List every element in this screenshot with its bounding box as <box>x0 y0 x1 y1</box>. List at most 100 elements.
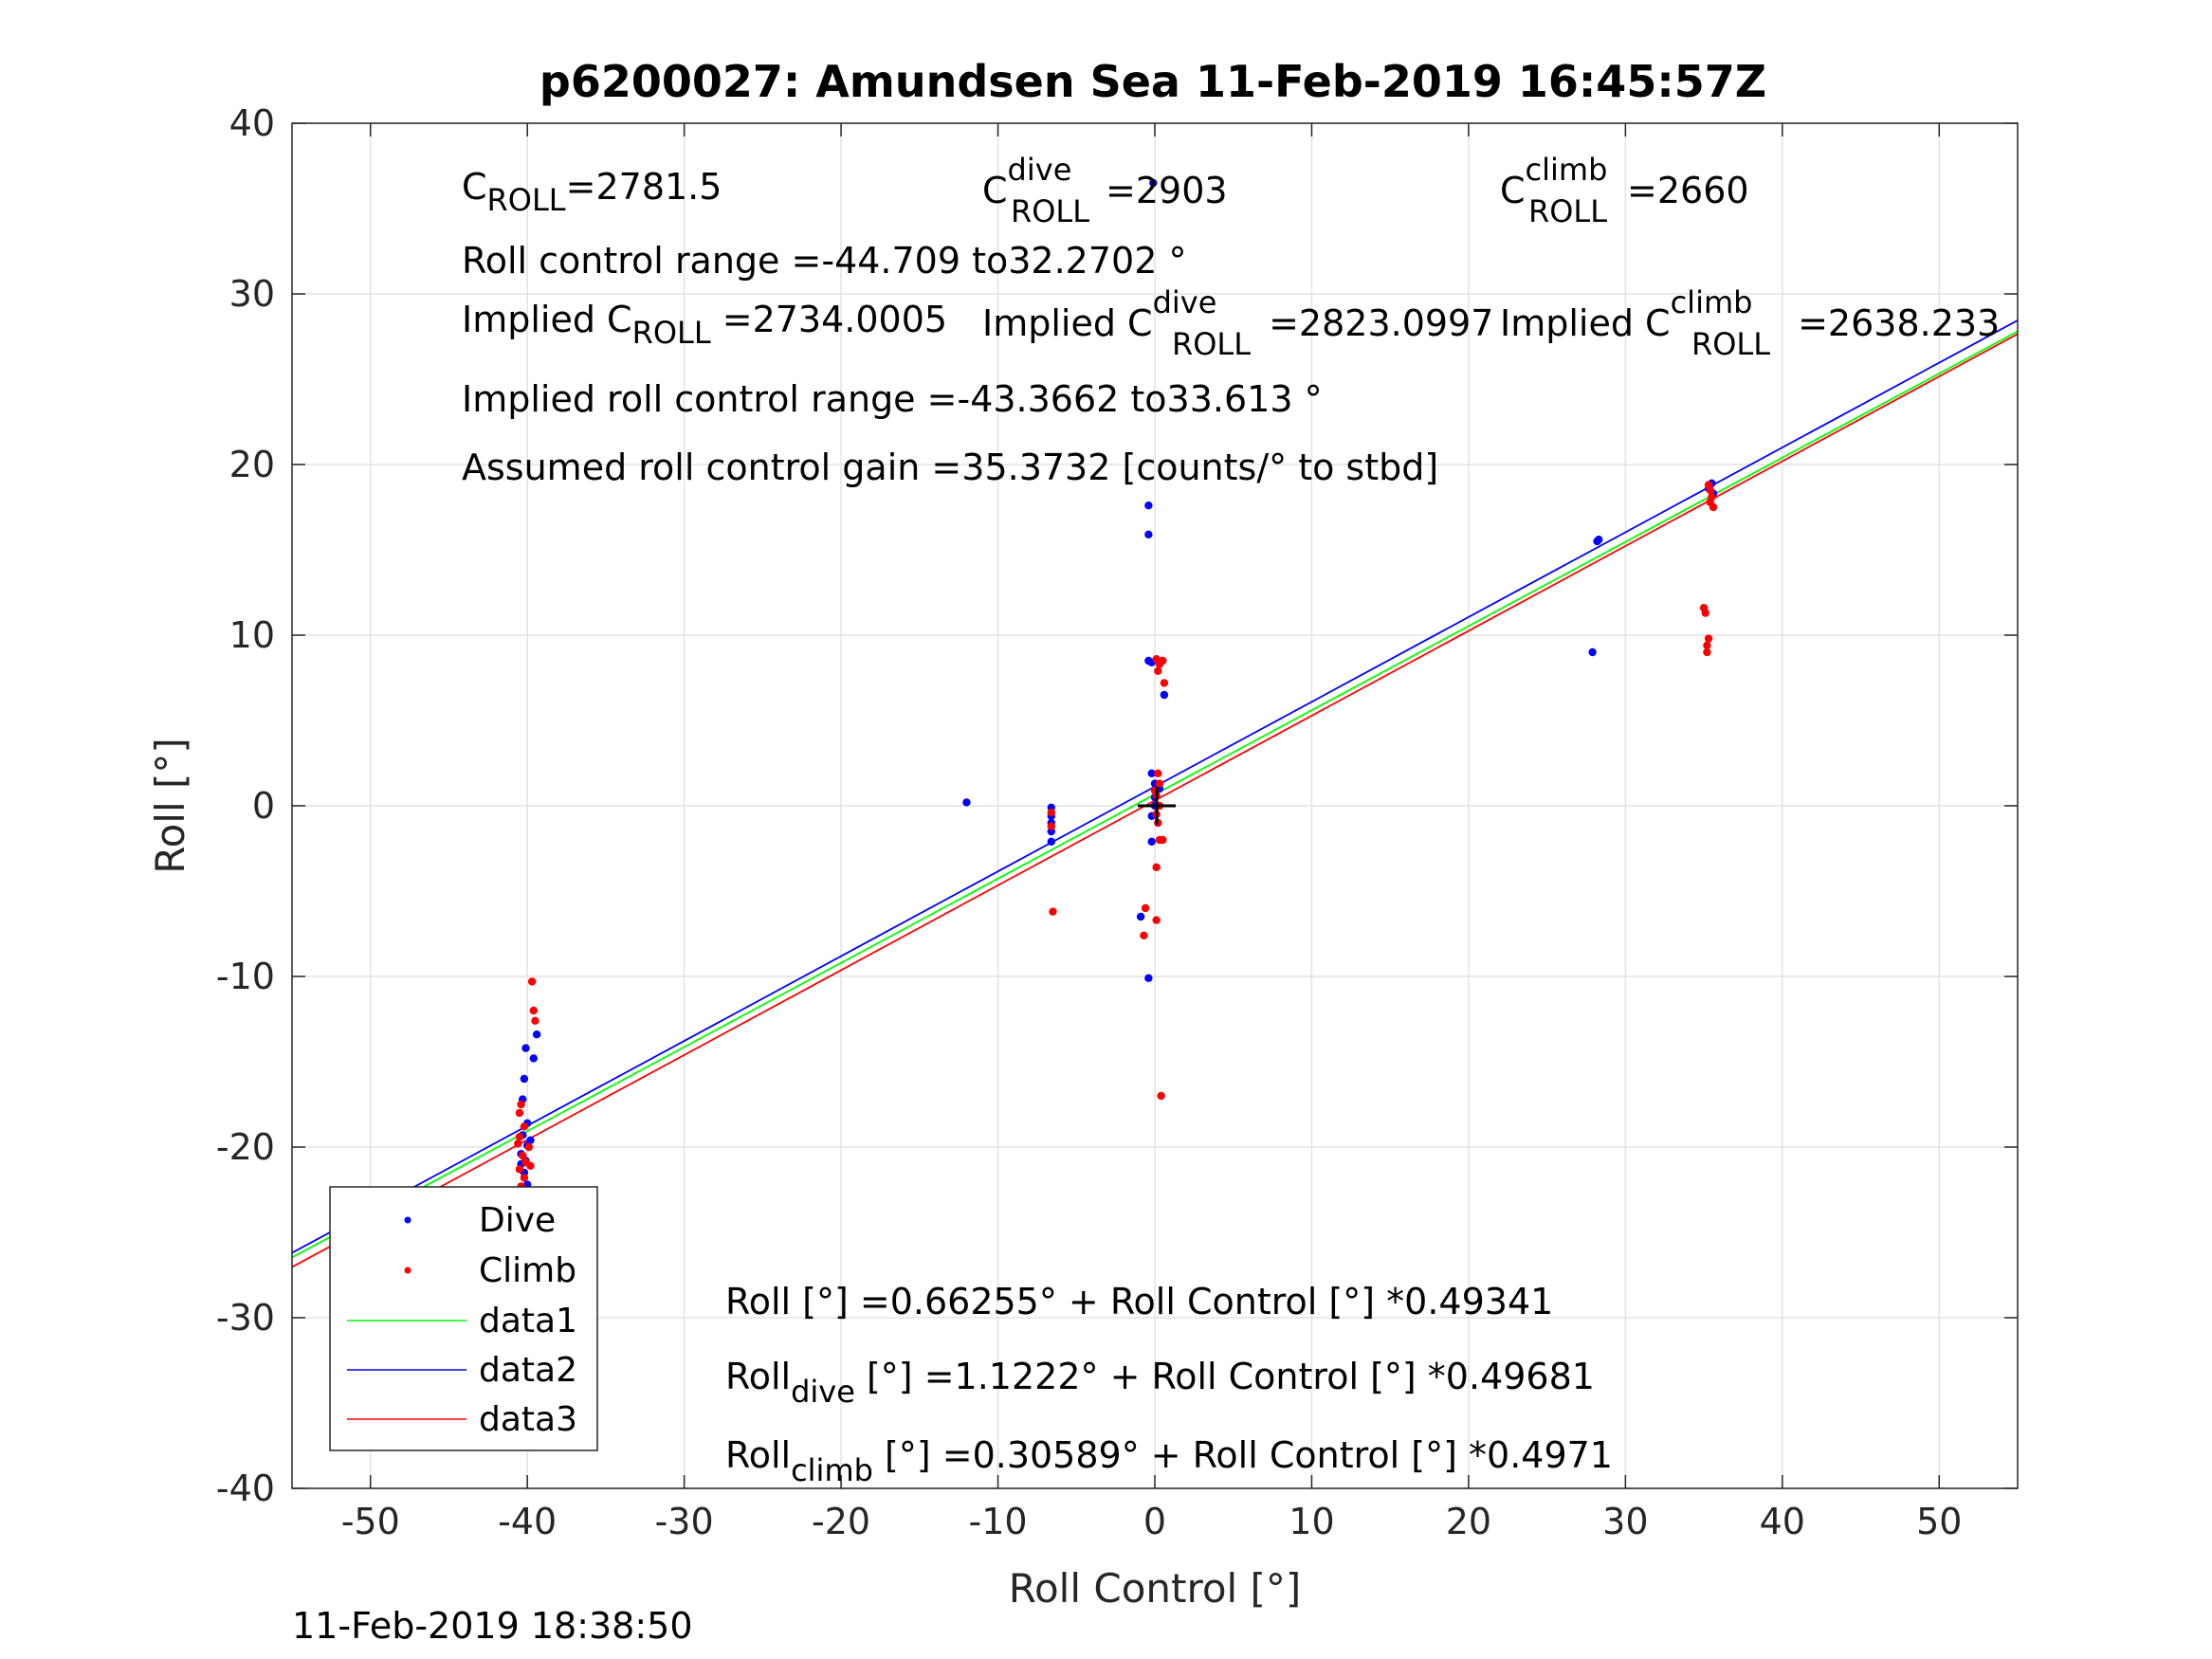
legend-dive-marker <box>404 1216 411 1224</box>
dive-point <box>526 1136 535 1145</box>
climb-point <box>1152 863 1161 871</box>
c-roll-sub: ROLL <box>487 182 566 218</box>
legend-climb-label: Climb <box>479 1251 576 1290</box>
implied-c-roll-dive-sub: ROLL <box>1172 326 1251 362</box>
climb-point <box>514 1139 522 1148</box>
implied-c-roll-climb-value: =2638.233 <box>1786 302 2000 344</box>
climb-point <box>524 1142 534 1152</box>
implied-c-roll-dive-sup: dive <box>1153 284 1217 320</box>
roll-control-range: Roll control range =-44.709 to32.2702 ° <box>462 240 1186 282</box>
climb-point <box>1140 931 1148 939</box>
legend-box <box>329 1186 598 1451</box>
climb-point <box>1159 835 1167 845</box>
c-roll-climb-label: C <box>1500 170 1526 211</box>
origin-cross <box>1138 787 1176 825</box>
fit-climb-rest: [°] =0.30589° + Roll Control [°] *0.4971 <box>873 1434 1613 1476</box>
climb-point <box>1047 822 1056 830</box>
fit-dive-rest: [°] =1.1222° + Roll Control [°] *0.49681 <box>855 1356 1595 1397</box>
climb-point <box>1049 907 1057 916</box>
dive-point <box>1588 647 1597 657</box>
y-tick-label: 30 <box>229 273 275 315</box>
c-roll-dive-annotation: Cdive ROLL =2903 <box>982 152 1228 229</box>
x-tick-label: -20 <box>812 1501 870 1542</box>
climb-point <box>527 977 537 986</box>
annotations: CROLL=2781.5 Cdive ROLL =2903 Cclimb ROLL =2… <box>462 152 2000 1488</box>
legend-data1-label: data1 <box>479 1302 577 1340</box>
c-roll-dive-sup: dive <box>1008 152 1072 188</box>
climb-point <box>1159 656 1167 665</box>
c-roll-climb-value: =2660 <box>1627 170 1749 211</box>
climb-point <box>1701 609 1709 617</box>
fit-dive-equation: Rolldive [°] =1.1222° + Roll Control [°]… <box>725 1356 1595 1410</box>
climb-point <box>1154 769 1162 777</box>
fit-climb-label: Roll <box>725 1434 791 1476</box>
y-tick-label: 40 <box>229 102 275 144</box>
climb-point <box>520 1122 529 1131</box>
implied-c-roll-climb-annotation: Implied Cclimb ROLL =2638.233 <box>1500 284 2000 362</box>
climb-point <box>1709 502 1718 512</box>
c-roll-dive-label: C <box>982 170 1008 211</box>
legend-data3-label: data3 <box>479 1400 577 1439</box>
climb-point <box>1703 647 1711 657</box>
dive-point <box>520 1074 529 1084</box>
y-tick-label: 20 <box>229 444 275 485</box>
legend-climb-marker <box>404 1267 411 1274</box>
climb-point <box>529 1006 538 1015</box>
dive-point <box>1593 537 1601 546</box>
fit-all-rest: [°] =0.66255° + Roll Control [°] *0.4934… <box>791 1281 1553 1322</box>
climb-point <box>1141 903 1150 913</box>
climb-point <box>519 1151 527 1160</box>
implied-c-roll-climb-sub: ROLL <box>1691 326 1770 362</box>
generated-timestamp: 11-Feb-2019 18:38:50 <box>292 1605 693 1647</box>
fit-dive-label: Roll <box>725 1356 791 1397</box>
dive-point <box>1136 912 1145 921</box>
dive-point <box>1047 837 1056 846</box>
x-tick-label: -10 <box>969 1501 1028 1542</box>
x-tick-label: 0 <box>1143 1501 1166 1542</box>
climb-point <box>1160 679 1169 687</box>
x-tick-label: 10 <box>1289 1501 1334 1542</box>
climb-point <box>520 1174 529 1182</box>
x-axis-label: Roll Control [°] <box>1009 1565 1302 1612</box>
c-roll-dive-sub: ROLL <box>1011 193 1089 229</box>
axes-box <box>291 122 2019 1489</box>
tick-labels: -50 -40 -30 -20 -10 0 10 20 30 40 50 -40 -30 -20 -10 0 1… <box>216 102 1963 1542</box>
climb-point <box>515 1108 524 1118</box>
climb-point <box>531 1016 539 1026</box>
x-tick-label: 30 <box>1602 1501 1648 1542</box>
implied-c-roll-climb-label: Implied C <box>1500 302 1671 344</box>
climb-point <box>1157 1091 1165 1101</box>
implied-c-roll-sub: ROLL <box>632 315 711 351</box>
c-roll-value: =2781.5 <box>566 166 722 208</box>
x-tick-label: -40 <box>498 1501 557 1542</box>
implied-c-roll-dive-label: Implied C <box>982 302 1153 344</box>
x-tick-label: 20 <box>1446 1501 1491 1542</box>
axes-frame <box>291 122 2019 1489</box>
dive-point <box>1144 530 1153 538</box>
dive-point <box>532 1030 541 1039</box>
fit-all-equation: Roll [°] =0.66255° + Roll Control [°] *0… <box>725 1281 1553 1322</box>
climb-point <box>1704 481 1713 489</box>
dive-point <box>1147 769 1156 777</box>
c-roll-label: C <box>462 166 487 208</box>
fit-climb-sub: climb <box>791 1452 873 1488</box>
legend: Dive Climb data1 data2 data3 <box>329 1186 598 1451</box>
x-tick-label: 40 <box>1760 1501 1805 1542</box>
climb-point <box>1155 779 1164 788</box>
legend-dive-label: Dive <box>479 1201 556 1240</box>
climb-point <box>1047 809 1056 817</box>
climb-point <box>526 1161 535 1171</box>
c-roll-annotation: CROLL=2781.5 <box>462 166 722 218</box>
dive-point <box>1144 501 1153 510</box>
fit-all-label: Roll <box>725 1281 791 1322</box>
climb-point <box>1703 641 1711 649</box>
implied-c-roll-dive-annotation: Implied Cdive ROLL =2823.0997 <box>982 284 1493 362</box>
y-tick-label: -20 <box>216 1126 275 1168</box>
fit-climb-equation: Rollclimb [°] =0.30589° + Roll Control [… <box>725 1434 1613 1488</box>
dive-point <box>1147 837 1156 846</box>
dive-point <box>962 798 971 807</box>
c-roll-climb-annotation: Cclimb ROLL =2660 <box>1500 152 1749 229</box>
fit-dive-sub: dive <box>791 1374 855 1410</box>
dive-point <box>521 1044 530 1052</box>
dive-point <box>529 1054 538 1063</box>
